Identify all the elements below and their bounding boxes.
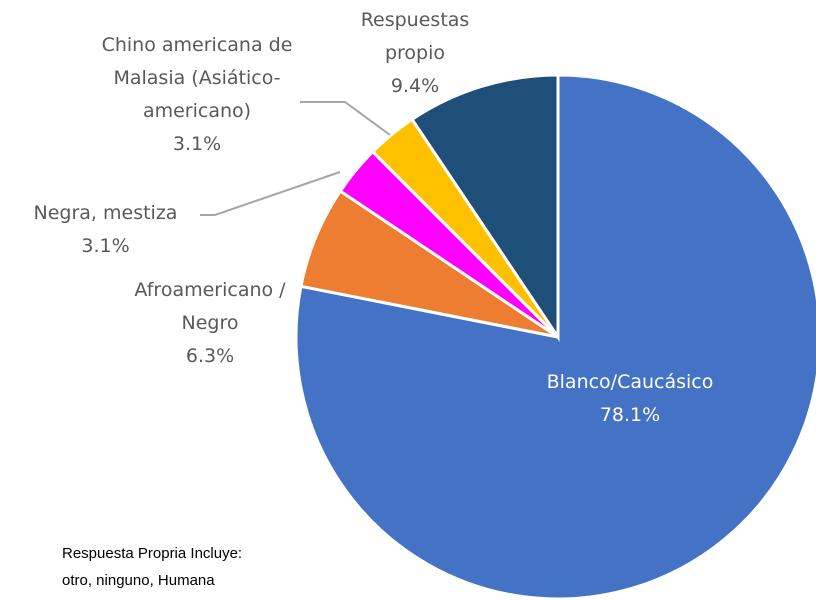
- label-value: 9.4%: [390, 75, 440, 97]
- slice-label: Blanco/Caucásico 78.1%: [530, 366, 730, 432]
- note: Respuesta Propria Incluye: otro, ninguno…: [62, 545, 243, 589]
- leader-line: [300, 101, 391, 136]
- slice-label: Chino americana de Malasia (Asiático-ame…: [77, 29, 317, 161]
- label-value: 78.1%: [599, 404, 661, 426]
- label-name: Afroamericano / Negro: [134, 279, 286, 334]
- slice-label: Negra, mestiza 3.1%: [8, 197, 203, 263]
- slice-label: Respuestas propio 9.4%: [350, 4, 480, 103]
- label-value: 3.1%: [172, 133, 222, 155]
- pie-slice: [410, 73, 560, 342]
- label-value: 6.3%: [185, 345, 235, 367]
- label-name: Negra, mestiza: [33, 202, 178, 224]
- slice-label: Afroamericano / Negro 6.3%: [115, 274, 305, 373]
- label-name: Chino americana de Malasia (Asiático-ame…: [101, 34, 293, 122]
- leader-line: [200, 171, 341, 216]
- label-value: 3.1%: [81, 235, 130, 257]
- label-name: Blanco/Caucásico: [546, 371, 714, 393]
- label-name: Respuestas propio: [360, 9, 470, 64]
